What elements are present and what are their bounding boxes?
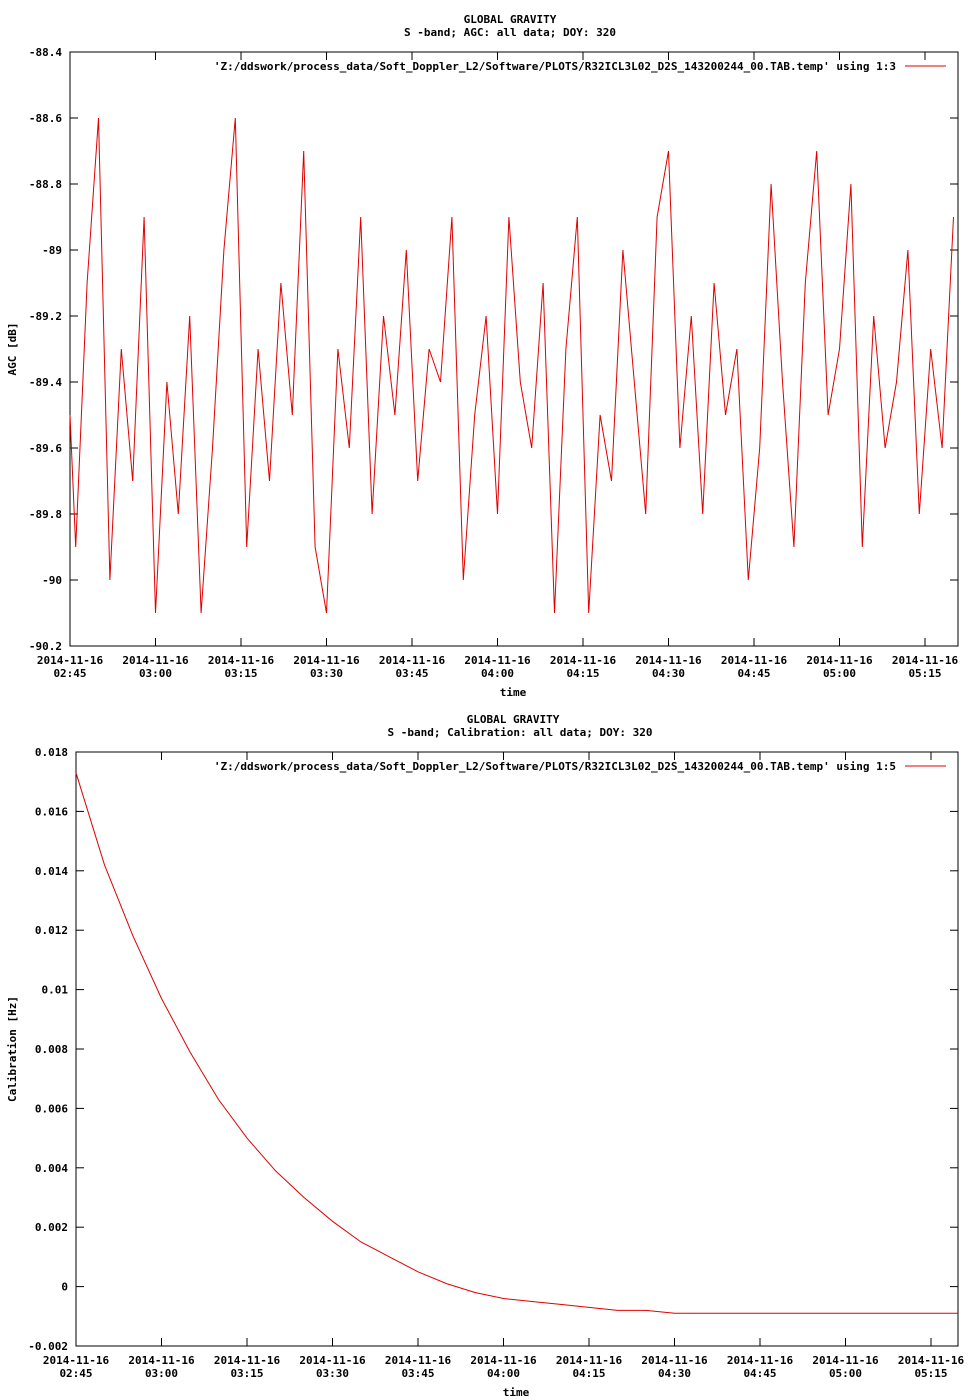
- y-tick-label: 0.014: [35, 865, 68, 878]
- legend-label: 'Z:/ddswork/process_data/Soft_Doppler_L2…: [214, 60, 896, 73]
- legend-label: 'Z:/ddswork/process_data/Soft_Doppler_L2…: [214, 760, 896, 773]
- x-tick-label-time: 03:00: [145, 1367, 178, 1380]
- chart-title: GLOBAL GRAVITY: [467, 713, 560, 726]
- y-tick-label: 0: [61, 1281, 68, 1294]
- y-tick-label: -90.2: [29, 640, 62, 653]
- x-tick-label-time: 05:00: [829, 1367, 862, 1380]
- x-tick-label-time: 02:45: [53, 667, 86, 680]
- x-tick-label-time: 03:45: [395, 667, 428, 680]
- x-axis-ticks: 2014-11-1602:452014-11-1603:002014-11-16…: [43, 752, 965, 1380]
- x-tick-label-date: 2014-11-16: [727, 1354, 794, 1367]
- x-tick-label-date: 2014-11-16: [128, 1354, 195, 1367]
- series-layer: [69, 117, 954, 614]
- x-tick-label-time: 05:00: [823, 667, 856, 680]
- x-tick-label-time: 03:15: [224, 667, 257, 680]
- y-axis-ticks: 0.018 0.016 0.014 0.012 0.01 0.008 0.006 0.004 0…: [28, 746, 958, 1353]
- x-axis-ticks: 2014-11-1602:452014-11-1603:002014-11-16…: [37, 52, 959, 680]
- x-tick-label-time: 04:45: [737, 667, 770, 680]
- x-tick-label-time: 03:00: [139, 667, 172, 680]
- x-tick-label-time: 04:00: [487, 1367, 520, 1380]
- x-tick-label-time: 04:00: [481, 667, 514, 680]
- y-tick-label: -88.8: [29, 178, 62, 191]
- y-axis-ticks: -88.4 -88.6 -88.8 -89 -89.2 -89.4 -89.6 -89.8 -9…: [29, 46, 958, 653]
- chart-subtitle: S -band; Calibration: all data; DOY: 320: [388, 726, 653, 739]
- x-tick-label-date: 2014-11-16: [385, 1354, 452, 1367]
- x-tick-label-date: 2014-11-16: [892, 654, 959, 667]
- y-tick-label: 0.016: [35, 805, 68, 818]
- y-tick-label: 0.002: [35, 1221, 68, 1234]
- x-tick-label-date: 2014-11-16: [379, 654, 446, 667]
- x-tick-label-date: 2014-11-16: [208, 654, 275, 667]
- x-tick-label-time: 03:15: [230, 1367, 263, 1380]
- x-tick-label-date: 2014-11-16: [299, 1354, 366, 1367]
- x-tick-label-date: 2014-11-16: [898, 1354, 965, 1367]
- y-tick-label: 0.018: [35, 746, 68, 759]
- y-tick-label: -88.4: [29, 46, 62, 59]
- x-tick-label-date: 2014-11-16: [43, 1354, 110, 1367]
- y-tick-label: 0.004: [35, 1162, 68, 1175]
- plot-frame: [75, 751, 959, 1347]
- x-tick-label-time: 02:45: [59, 1367, 92, 1380]
- legend: 'Z:/ddswork/process_data/Soft_Doppler_L2…: [214, 760, 946, 773]
- legend: 'Z:/ddswork/process_data/Soft_Doppler_L2…: [214, 60, 946, 73]
- calibration-chart: GLOBAL GRAVITY S -band; Calibration: all…: [6, 713, 964, 1399]
- x-tick-label-date: 2014-11-16: [464, 654, 531, 667]
- y-tick-label: -89.2: [29, 310, 62, 323]
- x-tick-label-date: 2014-11-16: [641, 1354, 708, 1367]
- y-tick-label: -0.002: [28, 1340, 68, 1353]
- x-tick-label-date: 2014-11-16: [122, 654, 189, 667]
- y-tick-label: -89: [42, 244, 62, 257]
- x-tick-label-date: 2014-11-16: [721, 654, 788, 667]
- x-tick-label-date: 2014-11-16: [556, 1354, 623, 1367]
- y-tick-label: -90: [42, 574, 62, 587]
- y-tick-label: -89.6: [29, 442, 62, 455]
- y-axis-label: AGC [dB]: [6, 323, 19, 376]
- x-tick-label-date: 2014-11-16: [635, 654, 702, 667]
- y-tick-label: 0.01: [42, 984, 69, 997]
- y-tick-label: 0.008: [35, 1043, 68, 1056]
- series-line: [75, 772, 958, 1314]
- x-axis-label: time: [500, 686, 527, 699]
- x-tick-label-time: 05:15: [914, 1367, 947, 1380]
- y-tick-label: 0.006: [35, 1102, 68, 1115]
- x-tick-label-date: 2014-11-16: [812, 1354, 879, 1367]
- y-axis-label: Calibration [Hz]: [6, 996, 19, 1102]
- x-tick-label-time: 03:30: [310, 667, 343, 680]
- x-axis-label: time: [503, 1386, 530, 1399]
- plot-frame: [69, 51, 959, 647]
- x-tick-label-time: 04:30: [658, 1367, 691, 1380]
- agc-chart: GLOBAL GRAVITY S -band; AGC: all data; D…: [6, 13, 959, 699]
- chart-title: GLOBAL GRAVITY: [464, 13, 557, 26]
- y-tick-label: -89.4: [29, 376, 62, 389]
- chart-subtitle: S -band; AGC: all data; DOY: 320: [404, 26, 616, 39]
- y-tick-label: 0.012: [35, 924, 68, 937]
- x-tick-label-time: 04:30: [652, 667, 685, 680]
- x-tick-label-time: 04:15: [572, 1367, 605, 1380]
- x-tick-label-time: 04:45: [743, 1367, 776, 1380]
- x-tick-label-time: 05:15: [908, 667, 941, 680]
- x-tick-label-date: 2014-11-16: [470, 1354, 537, 1367]
- y-tick-label: -89.8: [29, 508, 62, 521]
- x-tick-label-date: 2014-11-16: [214, 1354, 281, 1367]
- x-tick-label-date: 2014-11-16: [37, 654, 104, 667]
- y-tick-label: -88.6: [29, 112, 62, 125]
- series-line: [69, 117, 954, 614]
- x-tick-label-time: 03:45: [401, 1367, 434, 1380]
- x-tick-label-date: 2014-11-16: [293, 654, 360, 667]
- x-tick-label-time: 03:30: [316, 1367, 349, 1380]
- x-tick-label-date: 2014-11-16: [550, 654, 617, 667]
- x-tick-label-date: 2014-11-16: [806, 654, 873, 667]
- x-tick-label-time: 04:15: [566, 667, 599, 680]
- series-layer: [75, 772, 958, 1314]
